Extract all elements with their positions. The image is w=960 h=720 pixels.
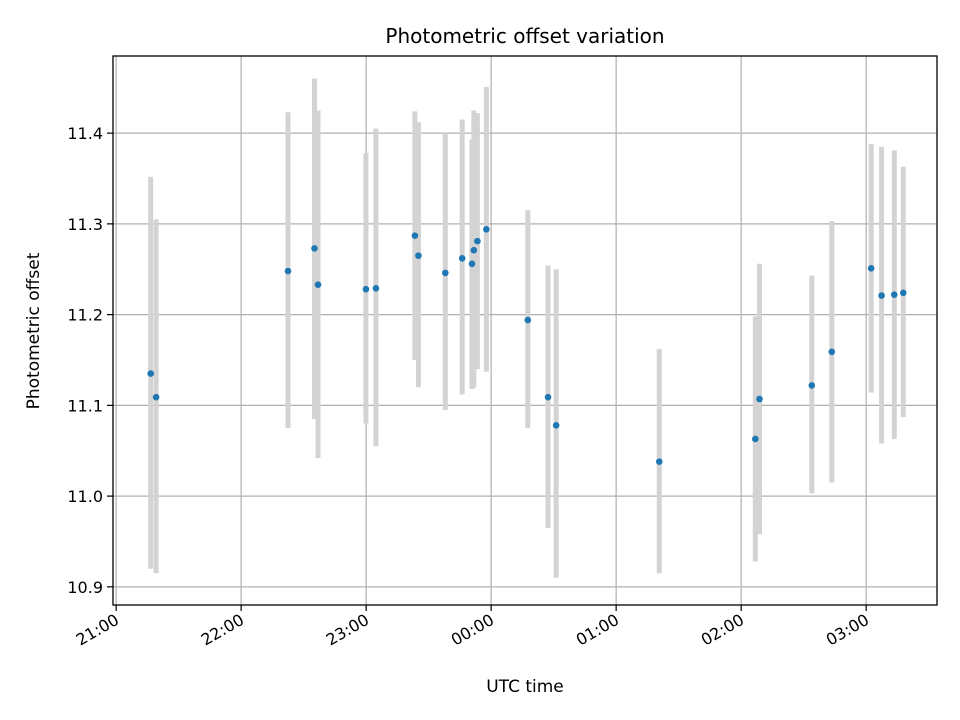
data-point <box>756 395 763 403</box>
data-point <box>867 265 875 272</box>
data-point <box>442 269 449 277</box>
data-point <box>314 281 322 288</box>
y-axis-ticks: 10.9 11.0 11.1 11.2 11.3 11.4 <box>67 124 113 597</box>
y-tick-label: 11.1 <box>67 396 103 415</box>
x-axis-label: UTC time <box>486 677 564 697</box>
chart-title: Photometric offset variation <box>385 24 664 48</box>
y-tick-label: 11.3 <box>67 215 103 234</box>
data-point <box>752 435 759 443</box>
data-point <box>808 382 816 389</box>
y-axis-label: Photometric offset <box>24 252 44 409</box>
y-tick-label: 10.9 <box>67 578 103 597</box>
y-tick-label: 11.4 <box>67 124 103 143</box>
data-point <box>147 370 155 377</box>
plot-frame <box>112 55 938 606</box>
data-point <box>362 285 370 293</box>
data-point <box>524 316 532 324</box>
data-point <box>468 260 476 268</box>
data-point <box>458 255 466 262</box>
data-point <box>878 292 885 299</box>
data-point <box>899 289 907 297</box>
data-point <box>544 393 552 401</box>
data-point <box>284 267 292 275</box>
data-point <box>415 252 422 259</box>
data-point <box>411 232 419 239</box>
data-point <box>655 458 663 465</box>
data-point <box>372 285 380 292</box>
y-tick-label: 11.2 <box>67 306 103 325</box>
data-point <box>152 393 160 401</box>
data-point <box>474 237 481 245</box>
y-tick-label: 11.0 <box>67 487 103 506</box>
data-point <box>470 246 478 254</box>
point-layer <box>147 226 907 465</box>
data-point <box>483 226 490 233</box>
data-point <box>552 422 560 429</box>
data-point <box>311 245 318 252</box>
grid-layer <box>113 56 937 605</box>
data-point <box>890 291 898 298</box>
data-point <box>828 348 836 356</box>
